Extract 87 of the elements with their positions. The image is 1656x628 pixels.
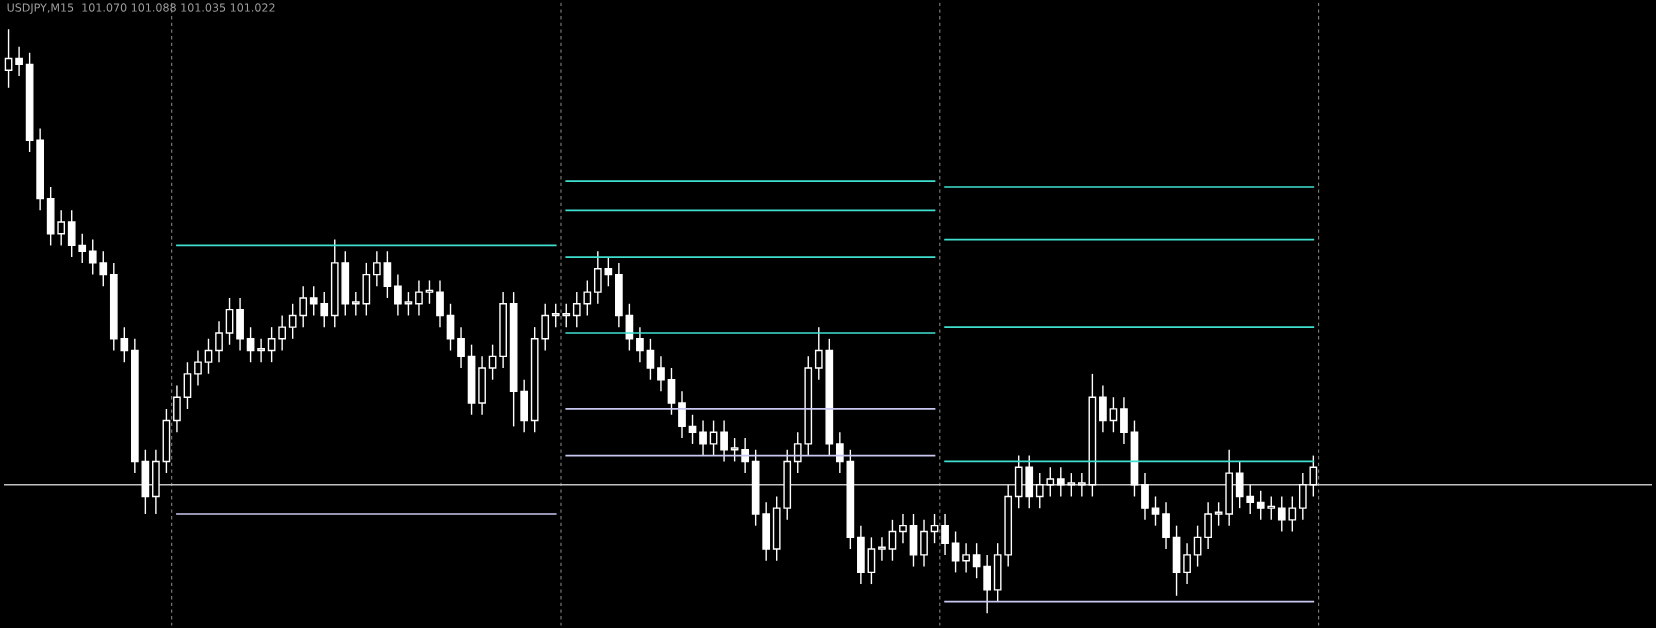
- candlestick: [688, 414, 697, 445]
- candlestick: [541, 303, 550, 352]
- candlestick: [551, 303, 560, 328]
- candlestick: [720, 419, 728, 463]
- candlestick: [436, 279, 444, 328]
- candlestick: [246, 326, 255, 363]
- candlestick: [941, 513, 949, 556]
- candlestick: [99, 250, 108, 287]
- candlestick: [867, 536, 876, 585]
- candlestick: [562, 303, 571, 328]
- candlestick: [173, 384, 181, 433]
- candlestick: [1046, 466, 1055, 498]
- candlestick: [1183, 542, 1191, 585]
- candlestick: [1288, 495, 1297, 533]
- candlestick: [351, 291, 360, 317]
- chart-title: USDJPY,M15 101.070 101.088 101.035 101.022: [7, 3, 275, 14]
- candlestick: [194, 349, 202, 387]
- candlestick: [1077, 472, 1086, 498]
- candlestick: [709, 419, 718, 457]
- candlestick: [488, 343, 497, 381]
- candlestick: [415, 279, 423, 317]
- candlestick: [1056, 466, 1065, 498]
- candlestick: [457, 326, 465, 369]
- candlestick: [699, 419, 707, 457]
- candlestick: [1162, 501, 1170, 550]
- candlestick: [636, 326, 644, 363]
- candlestick: [657, 355, 665, 393]
- candlestick: [78, 233, 87, 264]
- candlestick: [899, 513, 907, 544]
- candlestick: [962, 542, 970, 574]
- candlestick: [972, 542, 981, 579]
- candlestick: [309, 285, 318, 317]
- candlestick: [88, 238, 97, 276]
- candlestick: [667, 367, 676, 416]
- candlestick: [1235, 460, 1244, 509]
- candlestick: [288, 303, 297, 340]
- candlestick: [57, 209, 66, 247]
- candlestick: [373, 250, 381, 287]
- candlestick: [888, 519, 897, 562]
- candlestick: [593, 250, 602, 305]
- candlestick: [983, 554, 992, 614]
- candlestick: [394, 273, 402, 317]
- candlestick: [183, 361, 192, 410]
- candlestick: [1151, 495, 1160, 527]
- candlestick: [1120, 396, 1128, 445]
- candlestick: [215, 320, 223, 363]
- candlestick: [678, 390, 686, 439]
- candlestick: [425, 279, 434, 305]
- candlestick: [204, 338, 213, 375]
- candlestick: [604, 256, 613, 287]
- candlestick: [299, 285, 308, 328]
- candlestick: [1204, 501, 1212, 550]
- candlestick: [1267, 495, 1276, 521]
- candlestick: [1141, 472, 1149, 521]
- candlestick: [930, 513, 939, 544]
- candlestick: [1309, 454, 1318, 498]
- candlestick: [1035, 472, 1044, 509]
- candlestick: [225, 297, 234, 346]
- candlestick: [320, 291, 329, 328]
- candlestick: [15, 46, 23, 77]
- candlestick: [1246, 484, 1255, 515]
- candlestick: [67, 209, 76, 258]
- candlestick: [383, 250, 392, 299]
- candlestick: [446, 303, 455, 352]
- candlestick: [835, 431, 844, 474]
- candlestick: [1109, 396, 1118, 433]
- candlestick: [1256, 489, 1265, 521]
- candlestick: [730, 437, 739, 463]
- candlestick: [583, 279, 592, 317]
- candlestick: [267, 326, 276, 363]
- candlestick: [1193, 524, 1202, 568]
- candlestick: [404, 291, 413, 317]
- candlestick: [741, 437, 749, 474]
- candlestick: [1214, 501, 1223, 527]
- candlestick: [1067, 472, 1076, 498]
- candlestick: [120, 326, 129, 363]
- candlestick: [278, 314, 287, 352]
- candlestick: [646, 338, 655, 381]
- candlestick: [1298, 472, 1307, 521]
- candlestick: [793, 431, 802, 474]
- candlestick: [878, 536, 886, 562]
- candlestick: [920, 519, 928, 568]
- candlestick: [257, 338, 265, 363]
- candlestick: [1099, 384, 1107, 433]
- candlestick: [814, 326, 823, 381]
- candlestick: [1277, 495, 1286, 533]
- candlestick: [572, 291, 581, 328]
